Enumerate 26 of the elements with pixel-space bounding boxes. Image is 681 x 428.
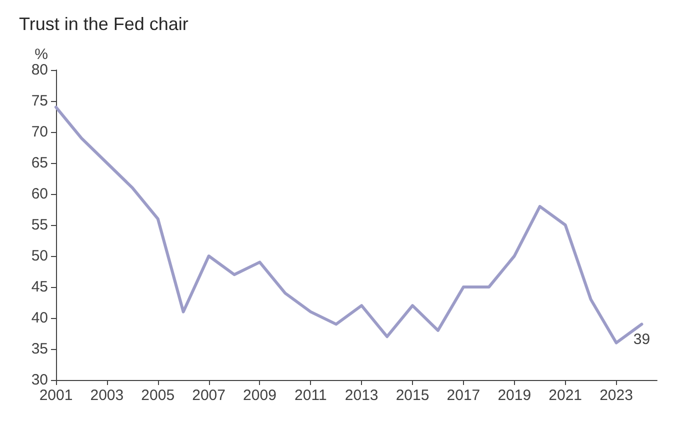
y-tick-label: 55	[31, 216, 48, 234]
y-tick-label: 30	[31, 372, 48, 388]
y-tick-label: 35	[31, 340, 48, 358]
x-tick-label: 2015	[396, 387, 430, 404]
y-tick-label: 60	[31, 186, 48, 202]
y-axis-title: %	[34, 46, 48, 63]
x-tick-label: 2013	[344, 387, 378, 404]
x-tick-label: 2009	[243, 387, 276, 404]
x-tick-label: 2023	[600, 387, 633, 404]
y-tick-label: 65	[31, 154, 48, 172]
y-tick-label: 50	[31, 248, 48, 264]
chart-title: Trust in the Fed chair	[19, 14, 188, 34]
x-tick-label: 2007	[192, 387, 226, 404]
y-tick-label: 70	[31, 124, 48, 140]
y-tick-label: 45	[31, 278, 48, 296]
y-tick-label: 80	[31, 62, 48, 78]
x-tick-label: 2017	[446, 387, 480, 404]
x-tick-label: 2003	[90, 387, 124, 404]
x-tick-label: 2019	[498, 387, 532, 404]
x-tick-label: 2021	[548, 387, 582, 404]
y-tick-label: 40	[31, 310, 48, 326]
data-label: 39	[633, 331, 650, 348]
x-tick-label: 2001	[39, 387, 73, 404]
x-tick-label: 2011	[294, 387, 327, 404]
y-tick-label: 75	[31, 92, 48, 110]
x-tick-label: 2005	[141, 387, 175, 404]
